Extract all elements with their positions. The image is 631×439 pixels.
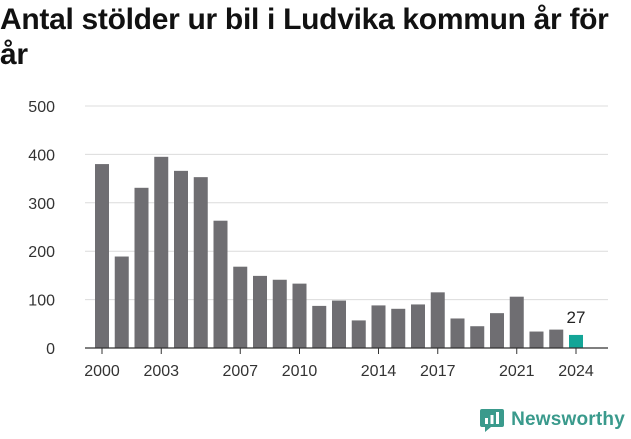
y-tick-label: 100 [28,293,55,310]
x-tick-label: 2000 [84,363,120,380]
brand-name: Newsworthy [511,409,625,430]
brand-logo: Newsworthy [479,407,625,433]
bar-2009 [272,279,287,348]
bar-2007 [233,266,248,348]
y-tick-label: 300 [28,196,55,213]
x-axis-ticks: 2000 2003 2007 2010 2014 2017 2021 2024 [84,348,594,380]
bar-2004 [174,170,188,348]
x-tick-label: 2024 [558,363,594,380]
x-tick-label: 2010 [282,363,318,380]
y-tick-label: 500 [28,99,55,116]
newsworthy-logo-icon [480,409,505,432]
data-label-2024: 27 [567,308,586,327]
bar-2015 [391,308,406,348]
bar-2000 [95,164,109,348]
bar-2010 [292,283,307,348]
bar-2022 [529,331,544,348]
bar-2021 [509,296,524,348]
bar-2011 [312,305,327,348]
bar-2019 [470,326,485,348]
bar-2017 [430,292,445,348]
bars [95,156,583,348]
bar-2003 [154,156,169,348]
y-tick-label: 400 [28,147,55,164]
gridlines [85,105,608,301]
y-axis-ticks: 0 100 200 300 400 500 [28,99,55,358]
bar-2012 [332,300,346,348]
x-tick-label: 2003 [143,363,179,380]
x-tick-label: 2017 [420,363,456,380]
bar-2018 [450,318,465,348]
y-tick-label: 0 [46,341,55,358]
bar-2024 [569,334,583,348]
bar-2013 [351,320,366,348]
data-labels: 27 [567,308,586,327]
x-tick-label: 2007 [222,363,258,380]
bar-2016 [411,304,425,348]
bar-2020 [490,313,504,348]
bar-2014 [371,305,386,348]
x-tick-label: 2021 [499,363,535,380]
y-tick-label: 200 [28,244,55,261]
bar-2001 [114,256,129,348]
x-tick-label: 2014 [361,363,397,380]
bar-2002 [134,187,149,348]
bar-2005 [193,177,208,348]
bar-2008 [253,275,267,348]
bar-2023 [549,329,564,348]
bar-2006 [213,220,228,348]
chart-title: Antal stölder ur bil i Ludvika kommun år… [0,3,609,71]
